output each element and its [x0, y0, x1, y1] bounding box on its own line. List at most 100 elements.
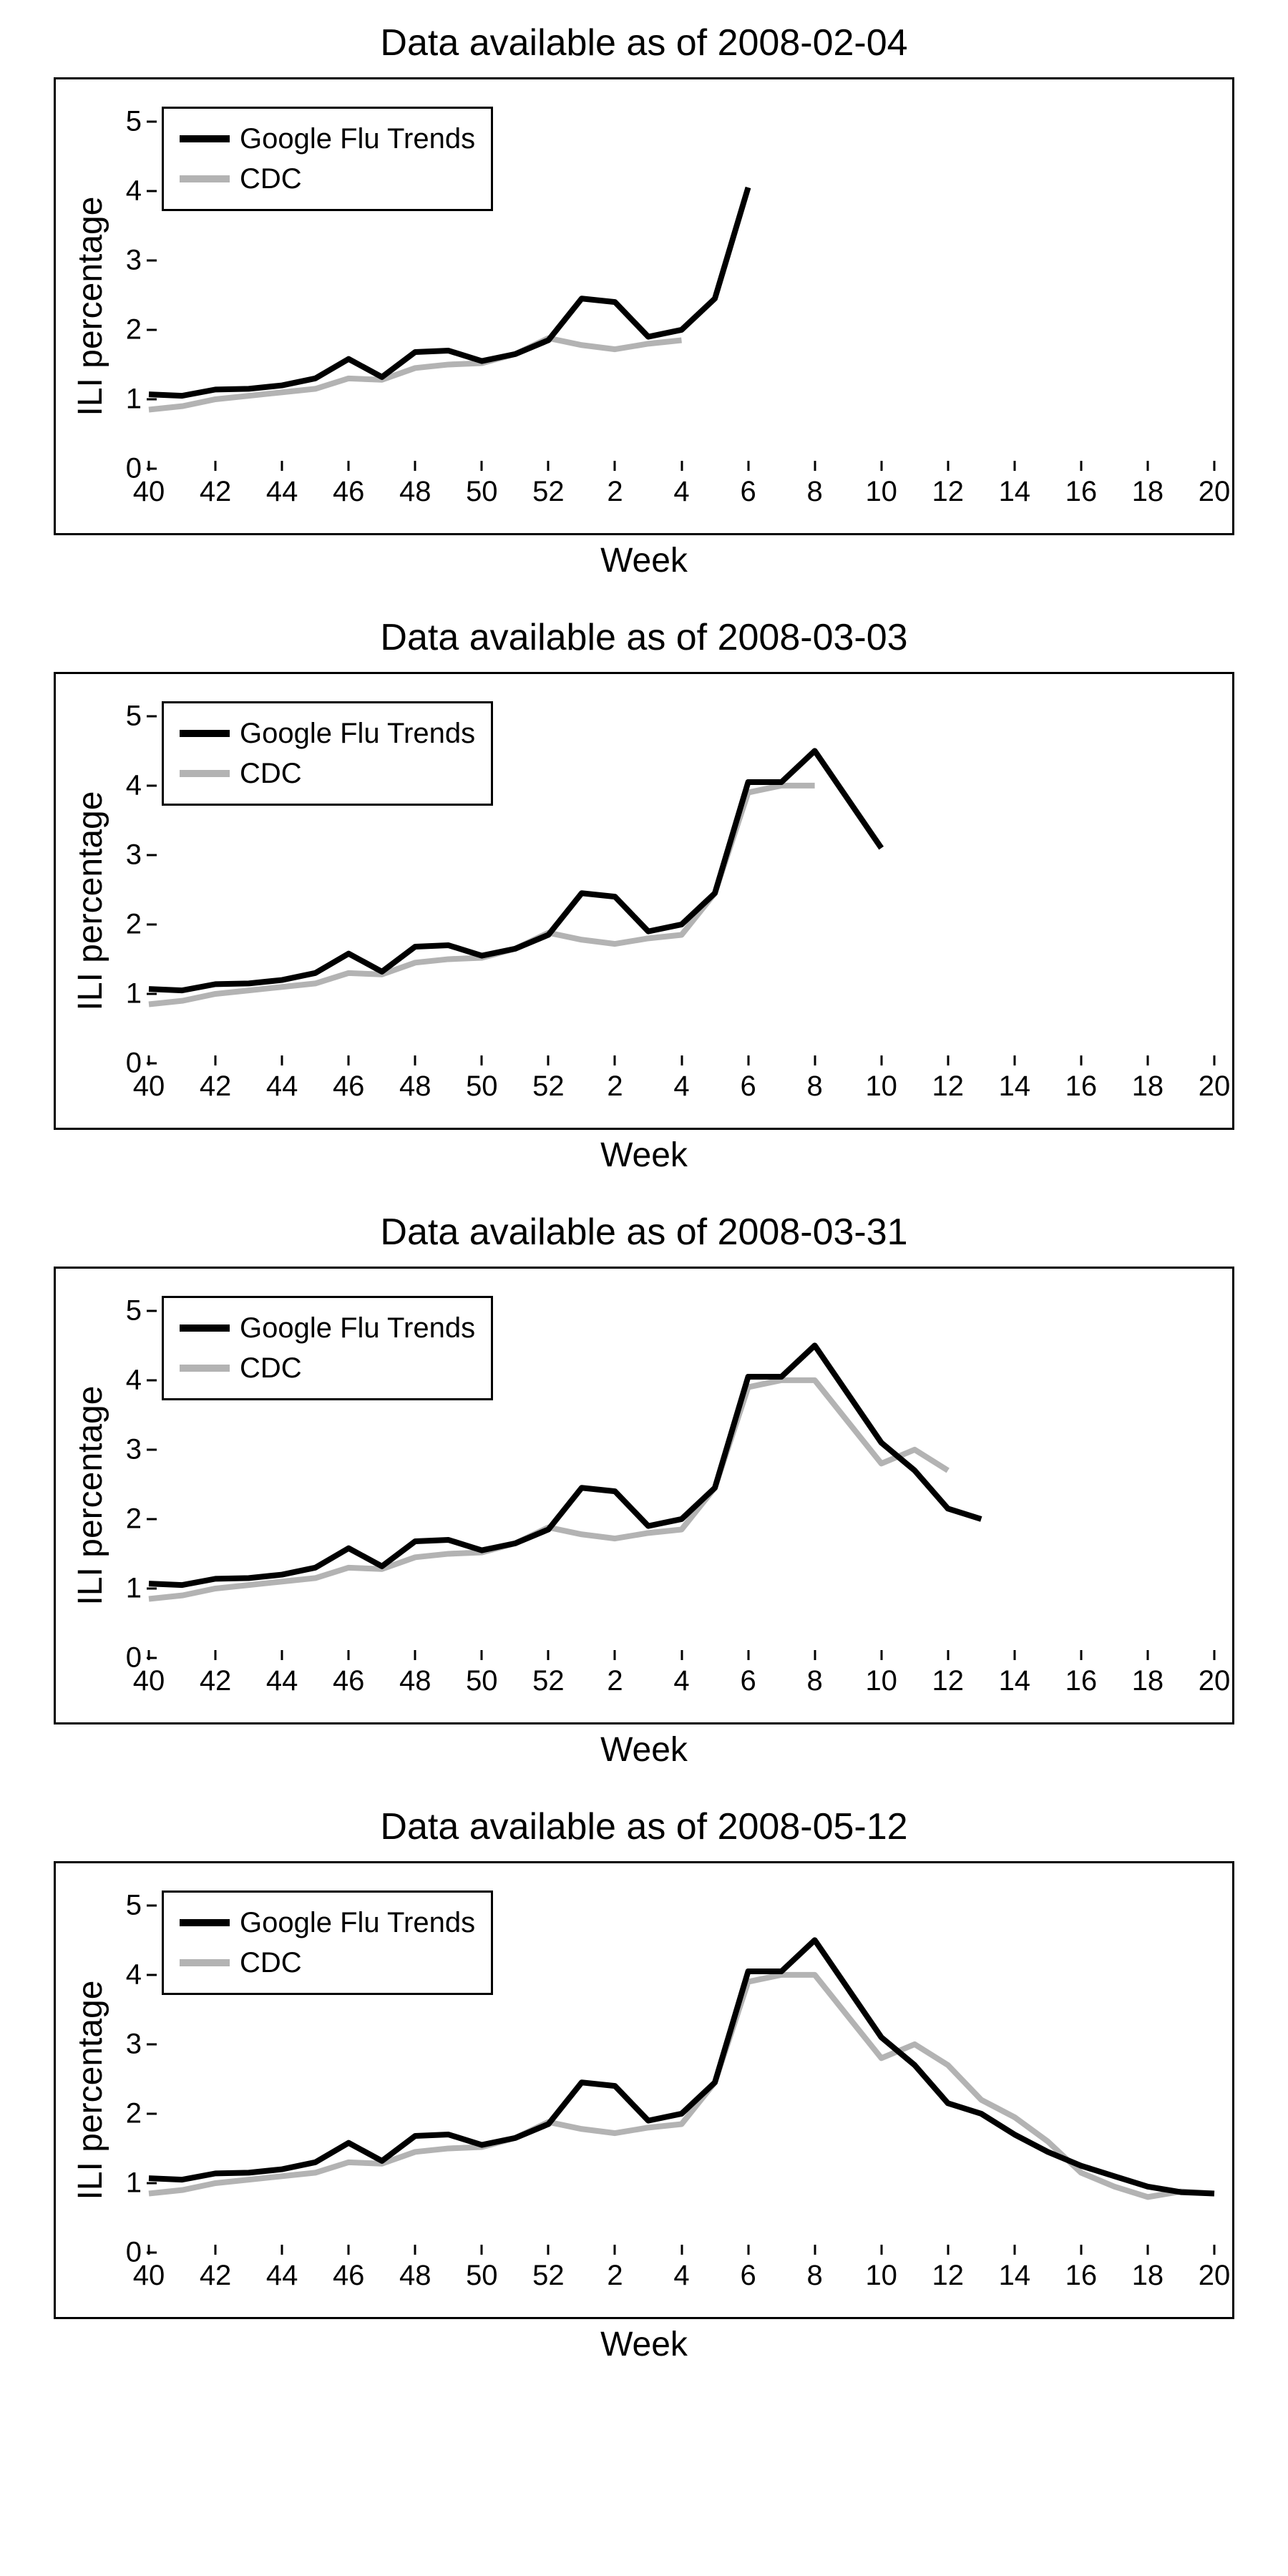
chart-panel-3: Data available as of 2008-05-12ILI perce… [54, 1805, 1234, 2364]
x-tick-label: 6 [740, 1658, 756, 1697]
y-tick-label: 2 [126, 1503, 149, 1535]
x-tick-label: 4 [673, 1063, 689, 1103]
x-tick-label: 8 [807, 2253, 823, 2292]
y-tick-mark [147, 1974, 157, 1976]
y-tick-label: 2 [126, 2097, 149, 2129]
y-tick-mark [147, 1518, 157, 1520]
x-tick-label: 2 [607, 2253, 623, 2292]
x-tick-label: 16 [1065, 2253, 1098, 2292]
x-tick-label: 44 [266, 1063, 298, 1103]
x-tick-mark [148, 1055, 150, 1065]
x-tick-mark [215, 461, 217, 471]
x-tick-mark [747, 1055, 749, 1065]
x-tick-mark [1214, 2245, 1216, 2255]
legend-swatch-cdc [180, 1365, 230, 1372]
legend-swatch-gft [180, 1919, 230, 1926]
x-tick-mark [947, 461, 949, 471]
x-tick-label: 50 [466, 2253, 498, 2292]
y-tick-mark [147, 2043, 157, 2045]
y-tick-mark [147, 2112, 157, 2114]
y-tick-mark [147, 120, 157, 122]
x-tick-mark [880, 1055, 882, 1065]
y-tick-label: 4 [126, 1958, 149, 1991]
y-tick-mark [147, 784, 157, 786]
x-tick-label: 2 [607, 1658, 623, 1697]
x-tick-label: 40 [133, 1658, 165, 1697]
plot-area: 012345404244464850522468101214161820Goog… [149, 1878, 1214, 2253]
x-tick-mark [1080, 1650, 1082, 1660]
chart-panel-0: Data available as of 2008-02-04ILI perce… [54, 21, 1234, 580]
x-tick-label: 46 [333, 1063, 365, 1103]
legend: Google Flu TrendsCDC [162, 1890, 493, 1995]
x-tick-mark [281, 1650, 283, 1660]
y-tick-mark [147, 2182, 157, 2184]
x-tick-mark [947, 1650, 949, 1660]
legend-label-gft: Google Flu Trends [240, 1308, 475, 1348]
x-tick-label: 18 [1132, 1658, 1164, 1697]
legend-label-cdc: CDC [240, 1943, 302, 1983]
y-tick-label: 5 [126, 1294, 149, 1327]
legend-row-cdc: CDC [180, 753, 475, 794]
legend-swatch-cdc [180, 770, 230, 777]
x-tick-label: 44 [266, 2253, 298, 2292]
x-tick-mark [1013, 461, 1015, 471]
x-tick-mark [747, 1650, 749, 1660]
x-tick-mark [481, 2245, 483, 2255]
x-tick-mark [880, 461, 882, 471]
x-tick-label: 46 [333, 469, 365, 508]
x-tick-label: 48 [399, 469, 431, 508]
legend-row-cdc: CDC [180, 1348, 475, 1388]
legend-row-cdc: CDC [180, 1943, 475, 1983]
y-tick-label: 3 [126, 244, 149, 276]
x-tick-mark [148, 1650, 150, 1660]
x-tick-mark [414, 2245, 416, 2255]
x-tick-mark [1146, 1055, 1148, 1065]
x-tick-label: 10 [865, 1063, 897, 1103]
x-tick-mark [547, 2245, 550, 2255]
x-tick-label: 2 [607, 469, 623, 508]
x-tick-label: 12 [932, 1658, 965, 1697]
cdc-line [149, 338, 682, 410]
y-tick-label: 3 [126, 2028, 149, 2060]
page: Data available as of 2008-02-04ILI perce… [0, 0, 1288, 2421]
x-tick-mark [547, 1055, 550, 1065]
y-tick-label: 5 [126, 1889, 149, 1921]
x-tick-mark [1080, 2245, 1082, 2255]
x-tick-mark [814, 1055, 816, 1065]
y-tick-mark [147, 854, 157, 856]
x-tick-label: 40 [133, 469, 165, 508]
x-tick-label: 16 [1065, 469, 1098, 508]
x-tick-mark [348, 1650, 350, 1660]
x-tick-label: 14 [999, 469, 1031, 508]
x-tick-label: 14 [999, 1063, 1031, 1103]
x-tick-mark [148, 2245, 150, 2255]
x-tick-label: 50 [466, 1063, 498, 1103]
x-tick-mark [1080, 1055, 1082, 1065]
plot-frame: ILI percentage01234540424446485052246810… [54, 77, 1234, 535]
x-tick-mark [1214, 1650, 1216, 1660]
x-tick-label: 20 [1199, 469, 1231, 508]
x-tick-mark [1146, 1650, 1148, 1660]
x-tick-mark [215, 1055, 217, 1065]
y-axis-label: ILI percentage [71, 197, 110, 416]
x-tick-mark [614, 1055, 616, 1065]
y-tick-mark [147, 190, 157, 192]
y-tick-label: 1 [126, 2167, 149, 2199]
x-tick-mark [680, 1650, 683, 1660]
x-tick-mark [148, 461, 150, 471]
x-tick-mark [547, 1650, 550, 1660]
x-tick-mark [680, 461, 683, 471]
x-tick-label: 8 [807, 1658, 823, 1697]
x-tick-mark [747, 461, 749, 471]
x-tick-label: 8 [807, 469, 823, 508]
x-axis-label: Week [54, 541, 1234, 580]
x-tick-label: 20 [1199, 1658, 1231, 1697]
y-tick-mark [147, 328, 157, 331]
plot-area: 012345404244464850522468101214161820Goog… [149, 1283, 1214, 1658]
x-tick-mark [348, 2245, 350, 2255]
x-tick-label: 14 [999, 1658, 1031, 1697]
x-tick-label: 14 [999, 2253, 1031, 2292]
chart-panel-2: Data available as of 2008-03-31ILI perce… [54, 1211, 1234, 1770]
x-tick-mark [281, 1055, 283, 1065]
legend-swatch-cdc [180, 175, 230, 182]
